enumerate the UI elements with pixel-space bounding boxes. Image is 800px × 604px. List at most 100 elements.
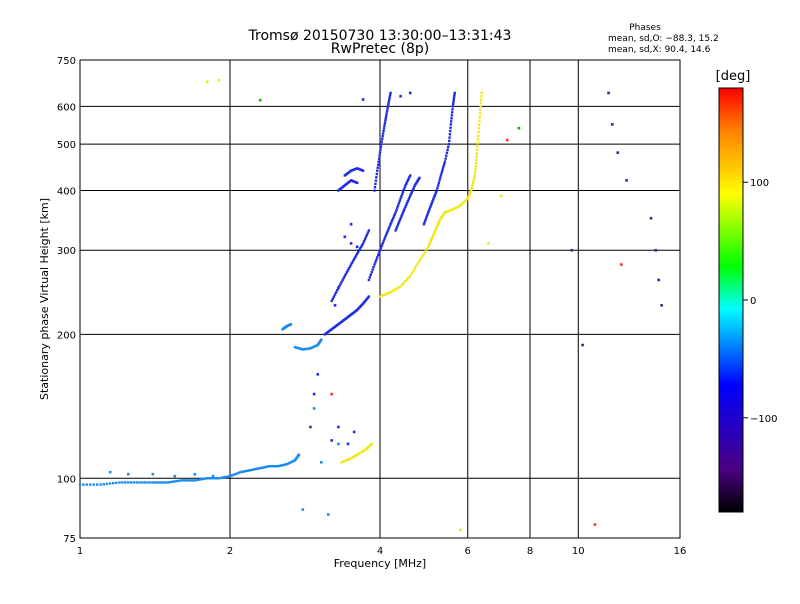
data-point	[191, 479, 194, 482]
data-point	[381, 132, 385, 135]
data-point	[312, 407, 316, 410]
data-point	[441, 167, 445, 170]
data-point	[195, 478, 199, 482]
data-point	[357, 249, 361, 252]
data-point	[654, 248, 657, 252]
data-point	[409, 192, 413, 196]
data-point	[175, 479, 179, 483]
data-point	[413, 184, 417, 187]
data-point	[249, 468, 252, 472]
data-point	[316, 373, 320, 376]
data-point	[375, 172, 379, 176]
data-point	[480, 91, 483, 95]
data-point	[399, 94, 402, 98]
data-point	[433, 194, 436, 198]
data-point	[403, 207, 406, 210]
data-point	[151, 472, 155, 476]
chart-title: Tromsø 20150730 13:30:00–13:31:43	[248, 28, 512, 44]
data-point	[375, 176, 378, 179]
data-point	[301, 508, 305, 511]
data-point	[203, 477, 207, 480]
data-point	[334, 291, 338, 294]
data-point	[159, 481, 162, 484]
data-point	[409, 194, 412, 197]
data-point	[244, 469, 247, 473]
data-point	[375, 258, 378, 261]
data-point	[320, 338, 323, 341]
data-point	[387, 102, 390, 106]
data-point	[394, 288, 397, 291]
data-point	[376, 163, 380, 166]
data-point	[425, 215, 429, 218]
data-point	[657, 278, 660, 282]
data-point	[410, 272, 413, 275]
data-point	[461, 201, 465, 205]
data-point	[388, 225, 391, 228]
data-point	[446, 210, 449, 213]
data-point	[309, 347, 312, 350]
data-point	[346, 269, 350, 272]
data-point	[402, 209, 406, 212]
data-point	[411, 189, 414, 192]
data-point	[477, 131, 480, 134]
data-point	[454, 206, 457, 210]
colorbar-label: [deg]	[716, 69, 751, 84]
data-point	[407, 198, 410, 201]
data-point	[412, 185, 416, 189]
data-point	[439, 218, 442, 221]
data-point	[450, 111, 454, 114]
data-point	[393, 213, 397, 216]
data-point	[407, 177, 410, 180]
data-point	[373, 185, 377, 189]
data-point	[399, 285, 402, 288]
data-point	[300, 347, 303, 351]
data-point	[309, 425, 312, 429]
data-point	[343, 459, 346, 463]
data-point	[234, 472, 237, 476]
data-point	[402, 281, 406, 285]
data-point	[387, 227, 391, 230]
data-point	[330, 299, 333, 303]
data-point	[82, 483, 85, 486]
data-point	[475, 155, 478, 159]
colorbar-ticks: 100 0 −100	[743, 178, 777, 425]
data-point	[331, 297, 335, 300]
data-point	[379, 148, 382, 152]
data-point	[593, 523, 597, 526]
data-point	[348, 457, 351, 461]
data-point	[292, 459, 295, 463]
data-point	[445, 151, 449, 155]
data-point	[394, 211, 397, 214]
data-point	[385, 112, 388, 115]
data-point	[478, 115, 481, 119]
grid	[80, 60, 680, 538]
colorbar-tick-label: 0	[750, 296, 756, 307]
data-point	[410, 191, 413, 194]
data-point	[382, 129, 385, 133]
data-point	[466, 197, 469, 200]
stats-line-x: mean, sd,X: 90.4, 14.6	[608, 45, 711, 55]
data-point	[379, 246, 383, 250]
data-point	[182, 479, 186, 482]
data-point	[266, 465, 270, 468]
data-point	[402, 188, 406, 191]
data-point	[305, 347, 308, 351]
data-point	[124, 481, 127, 484]
data-point	[403, 186, 406, 189]
x-axis-label: Frequency [MHz]	[334, 557, 426, 570]
data-point	[377, 160, 380, 163]
x-tick-label: 8	[527, 546, 533, 557]
data-point	[436, 224, 439, 227]
data-point	[405, 201, 409, 205]
data-point	[380, 294, 383, 298]
data-point	[173, 474, 177, 478]
data-point	[381, 137, 384, 140]
data-point	[396, 223, 400, 226]
data-point	[444, 157, 447, 160]
data-point	[209, 477, 213, 480]
data-point	[391, 219, 394, 222]
data-point	[201, 477, 205, 481]
data-point	[413, 267, 417, 270]
data-point	[255, 467, 259, 471]
data-point	[302, 348, 306, 351]
